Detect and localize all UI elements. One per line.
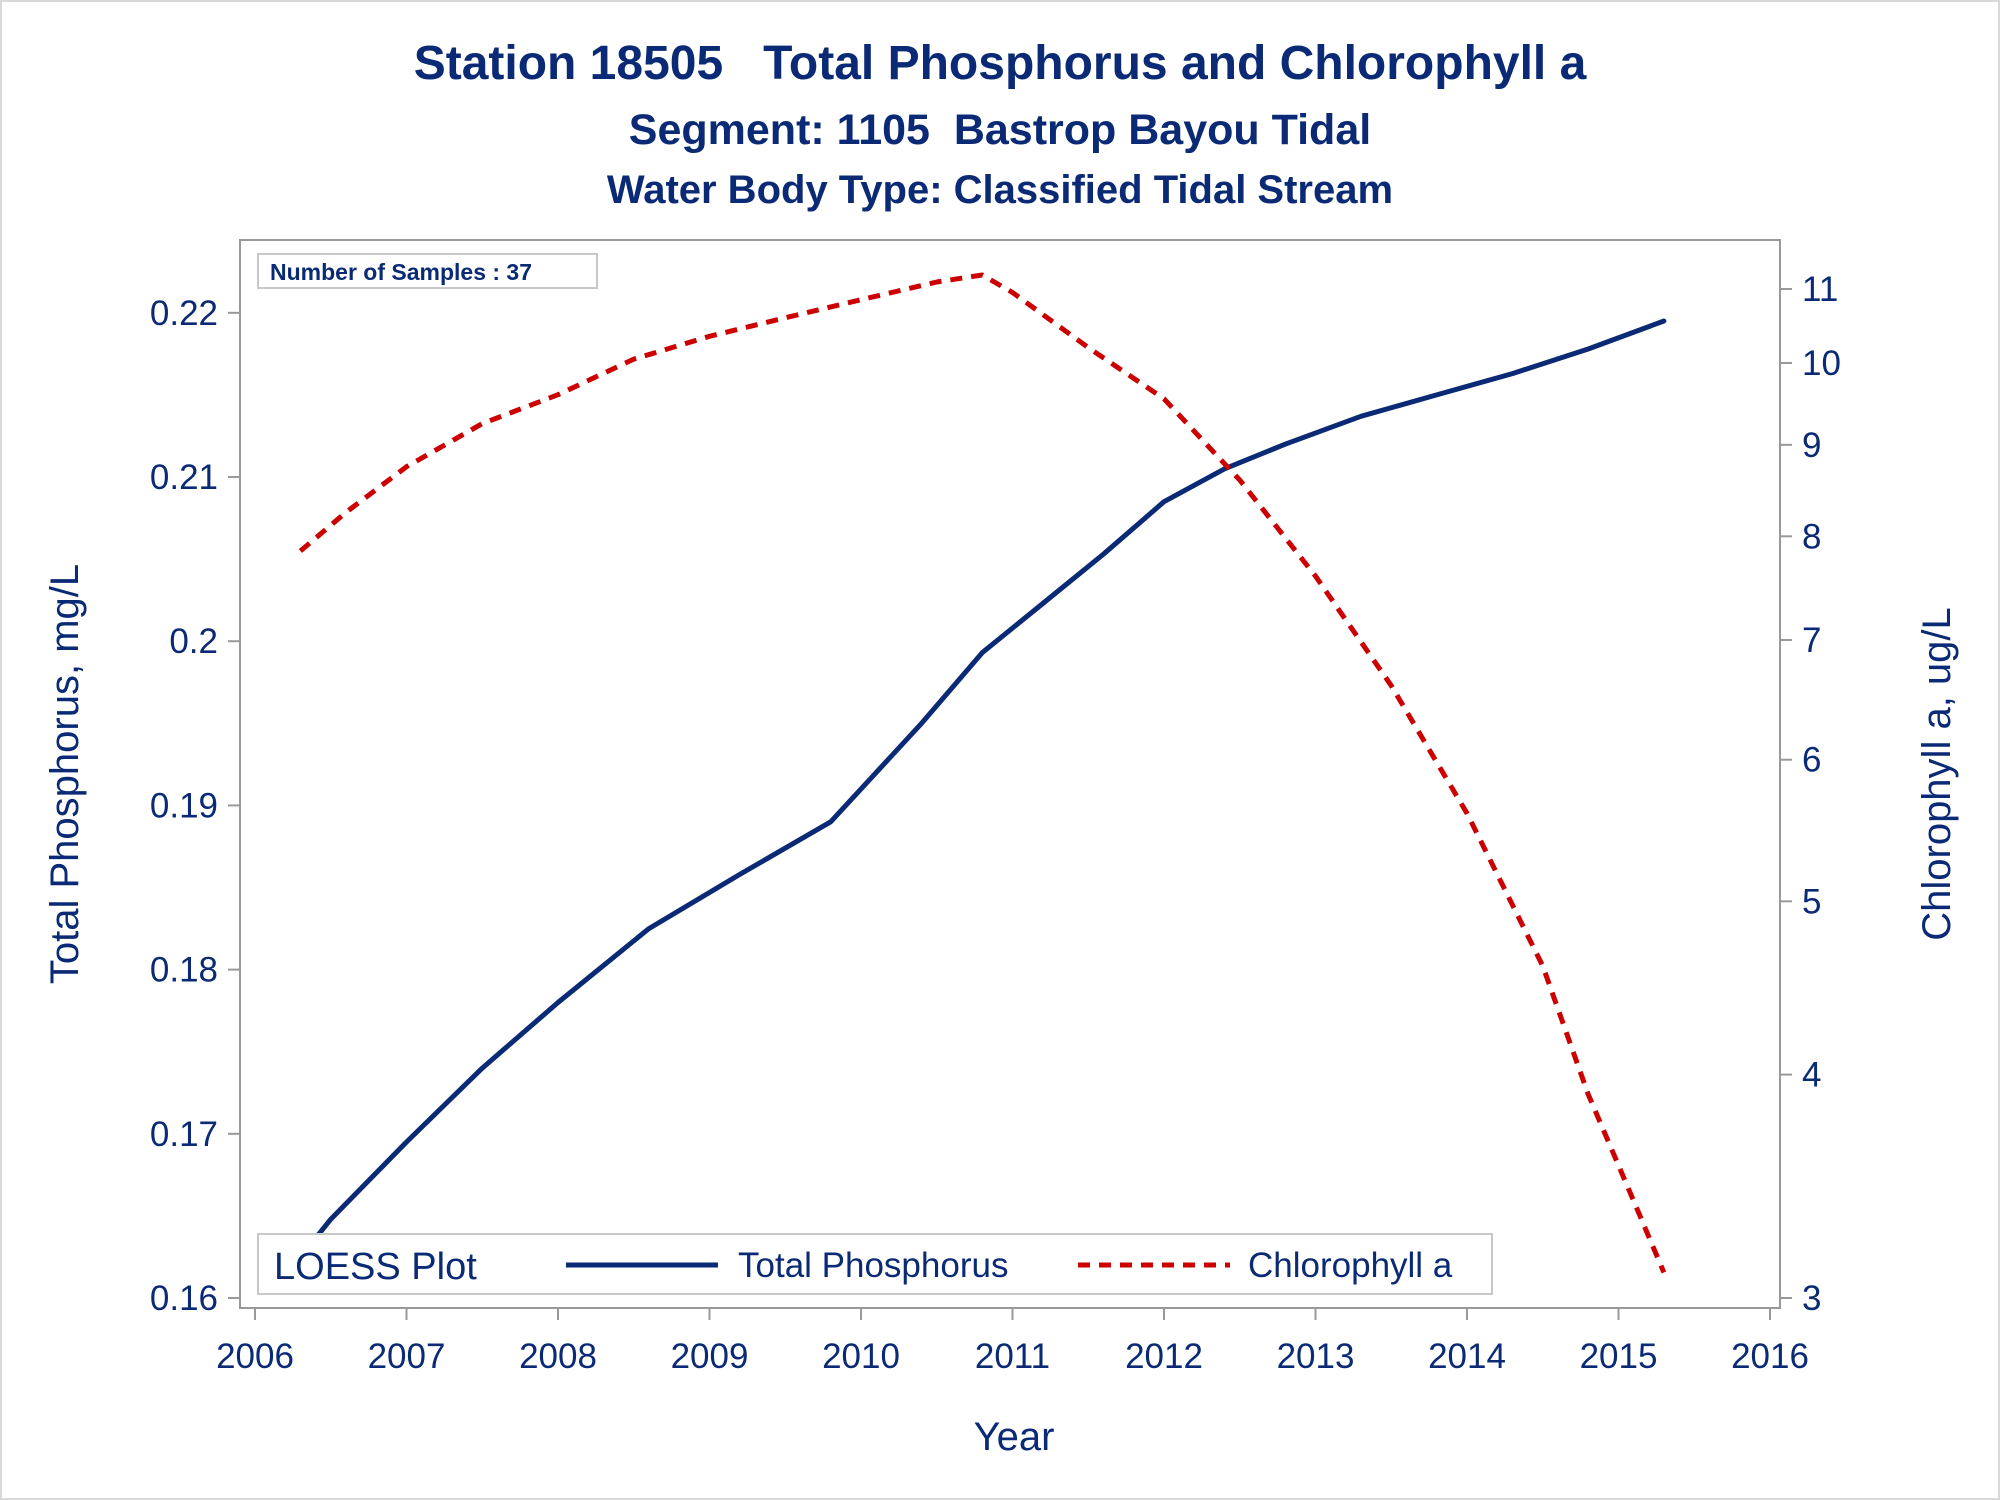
y-axis-right-label: Chlorophyll a, ug/L xyxy=(1915,607,1959,941)
legend-title: LOESS Plot xyxy=(274,1246,477,1288)
x-tick-label-2016: 2016 xyxy=(1731,1337,1809,1376)
x-tick-label-2008: 2008 xyxy=(519,1337,597,1376)
sample-count-label: Number of Samples : 37 xyxy=(270,259,532,285)
x-tick-label-2007: 2007 xyxy=(368,1337,446,1376)
series-line-phosphorus xyxy=(297,318,1667,1260)
y-axis-left-label: Total Phosphorus, mg/L xyxy=(43,564,87,984)
y2-tick-label-11: 11 xyxy=(1802,270,1838,309)
series-layer xyxy=(297,272,1667,1274)
x-tick-label-2013: 2013 xyxy=(1277,1337,1355,1376)
y-tick-label-0.17: 0.17 xyxy=(150,1115,218,1154)
y2-tick-label-7: 7 xyxy=(1802,621,1821,660)
y2-tick-label-10: 10 xyxy=(1802,344,1841,383)
series-line-chlorophyll xyxy=(298,272,1667,1274)
chart-subtitle: Segment: 1105 Bastrop Bayou Tidal xyxy=(628,106,1372,154)
x-axis: 2006 2007 2008 2009 2010 2011 2012 2013 2014 2015… xyxy=(216,1308,1809,1376)
x-tick-label-2010: 2010 xyxy=(822,1337,900,1376)
x-tick-label-2009: 2009 xyxy=(671,1337,749,1376)
y2-tick-label-3: 3 xyxy=(1802,1279,1821,1318)
x-tick-label-2015: 2015 xyxy=(1580,1337,1658,1376)
x-tick-label-2006: 2006 xyxy=(216,1337,294,1376)
y-axis-right: 3 4 5 6 7 8 9 10 11 xyxy=(1780,270,1841,1318)
sample-count-inset: Number of Samples : 37 xyxy=(257,253,598,289)
y-tick-label-0.18: 0.18 xyxy=(150,951,218,990)
x-tick-label-2012: 2012 xyxy=(1125,1337,1203,1376)
y-tick-label-0.16: 0.16 xyxy=(150,1279,218,1318)
y2-tick-label-8: 8 xyxy=(1802,517,1821,556)
chart-subtitle-2: Water Body Type: Classified Tidal Stream xyxy=(606,168,1394,212)
x-tick-label-2011: 2011 xyxy=(975,1337,1050,1376)
y-tick-label-0.22: 0.22 xyxy=(150,294,218,333)
y2-tick-label-4: 4 xyxy=(1802,1056,1821,1095)
x-axis-label: Year xyxy=(974,1415,1055,1459)
chart-title: Station 18505 Total Phosphorus and Chlor… xyxy=(413,37,1587,90)
y-tick-label-0.19: 0.19 xyxy=(150,786,218,825)
y-axis-left: 0.16 0.17 0.18 0.19 0.2 0.21 0.22 xyxy=(150,294,240,1318)
legend: LOESS Plot Total Phosphorus Chlorophyll … xyxy=(257,1233,1493,1295)
legend-entry-phosphorus: Total Phosphorus xyxy=(738,1246,1008,1285)
y-tick-label-0.21: 0.21 xyxy=(150,458,218,497)
y-tick-label-0.2: 0.2 xyxy=(169,622,218,661)
y2-tick-label-6: 6 xyxy=(1802,741,1821,780)
x-tick-label-2014: 2014 xyxy=(1428,1337,1506,1376)
y2-tick-label-5: 5 xyxy=(1802,882,1821,921)
legend-entry-chlorophyll: Chlorophyll a xyxy=(1248,1246,1453,1285)
plot-area xyxy=(239,239,1781,1309)
y2-tick-label-9: 9 xyxy=(1802,426,1821,465)
